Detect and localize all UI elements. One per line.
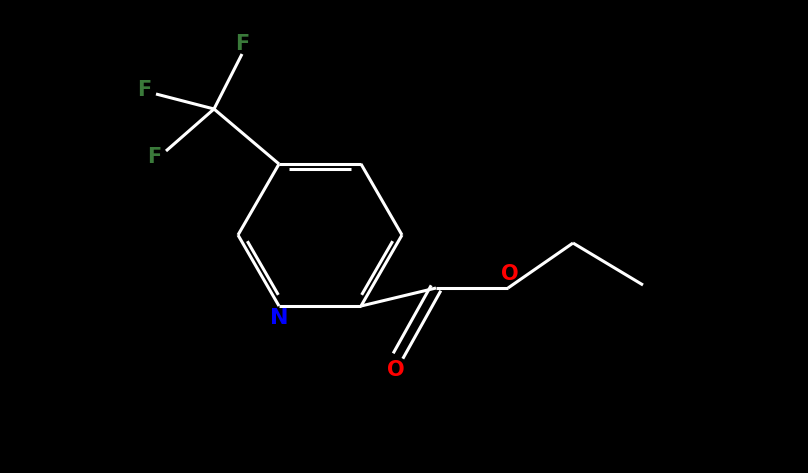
Text: O: O	[501, 264, 519, 284]
Text: F: F	[137, 80, 151, 100]
Text: O: O	[387, 360, 405, 380]
Text: F: F	[235, 34, 249, 54]
Text: N: N	[270, 308, 288, 328]
Text: F: F	[147, 147, 161, 167]
